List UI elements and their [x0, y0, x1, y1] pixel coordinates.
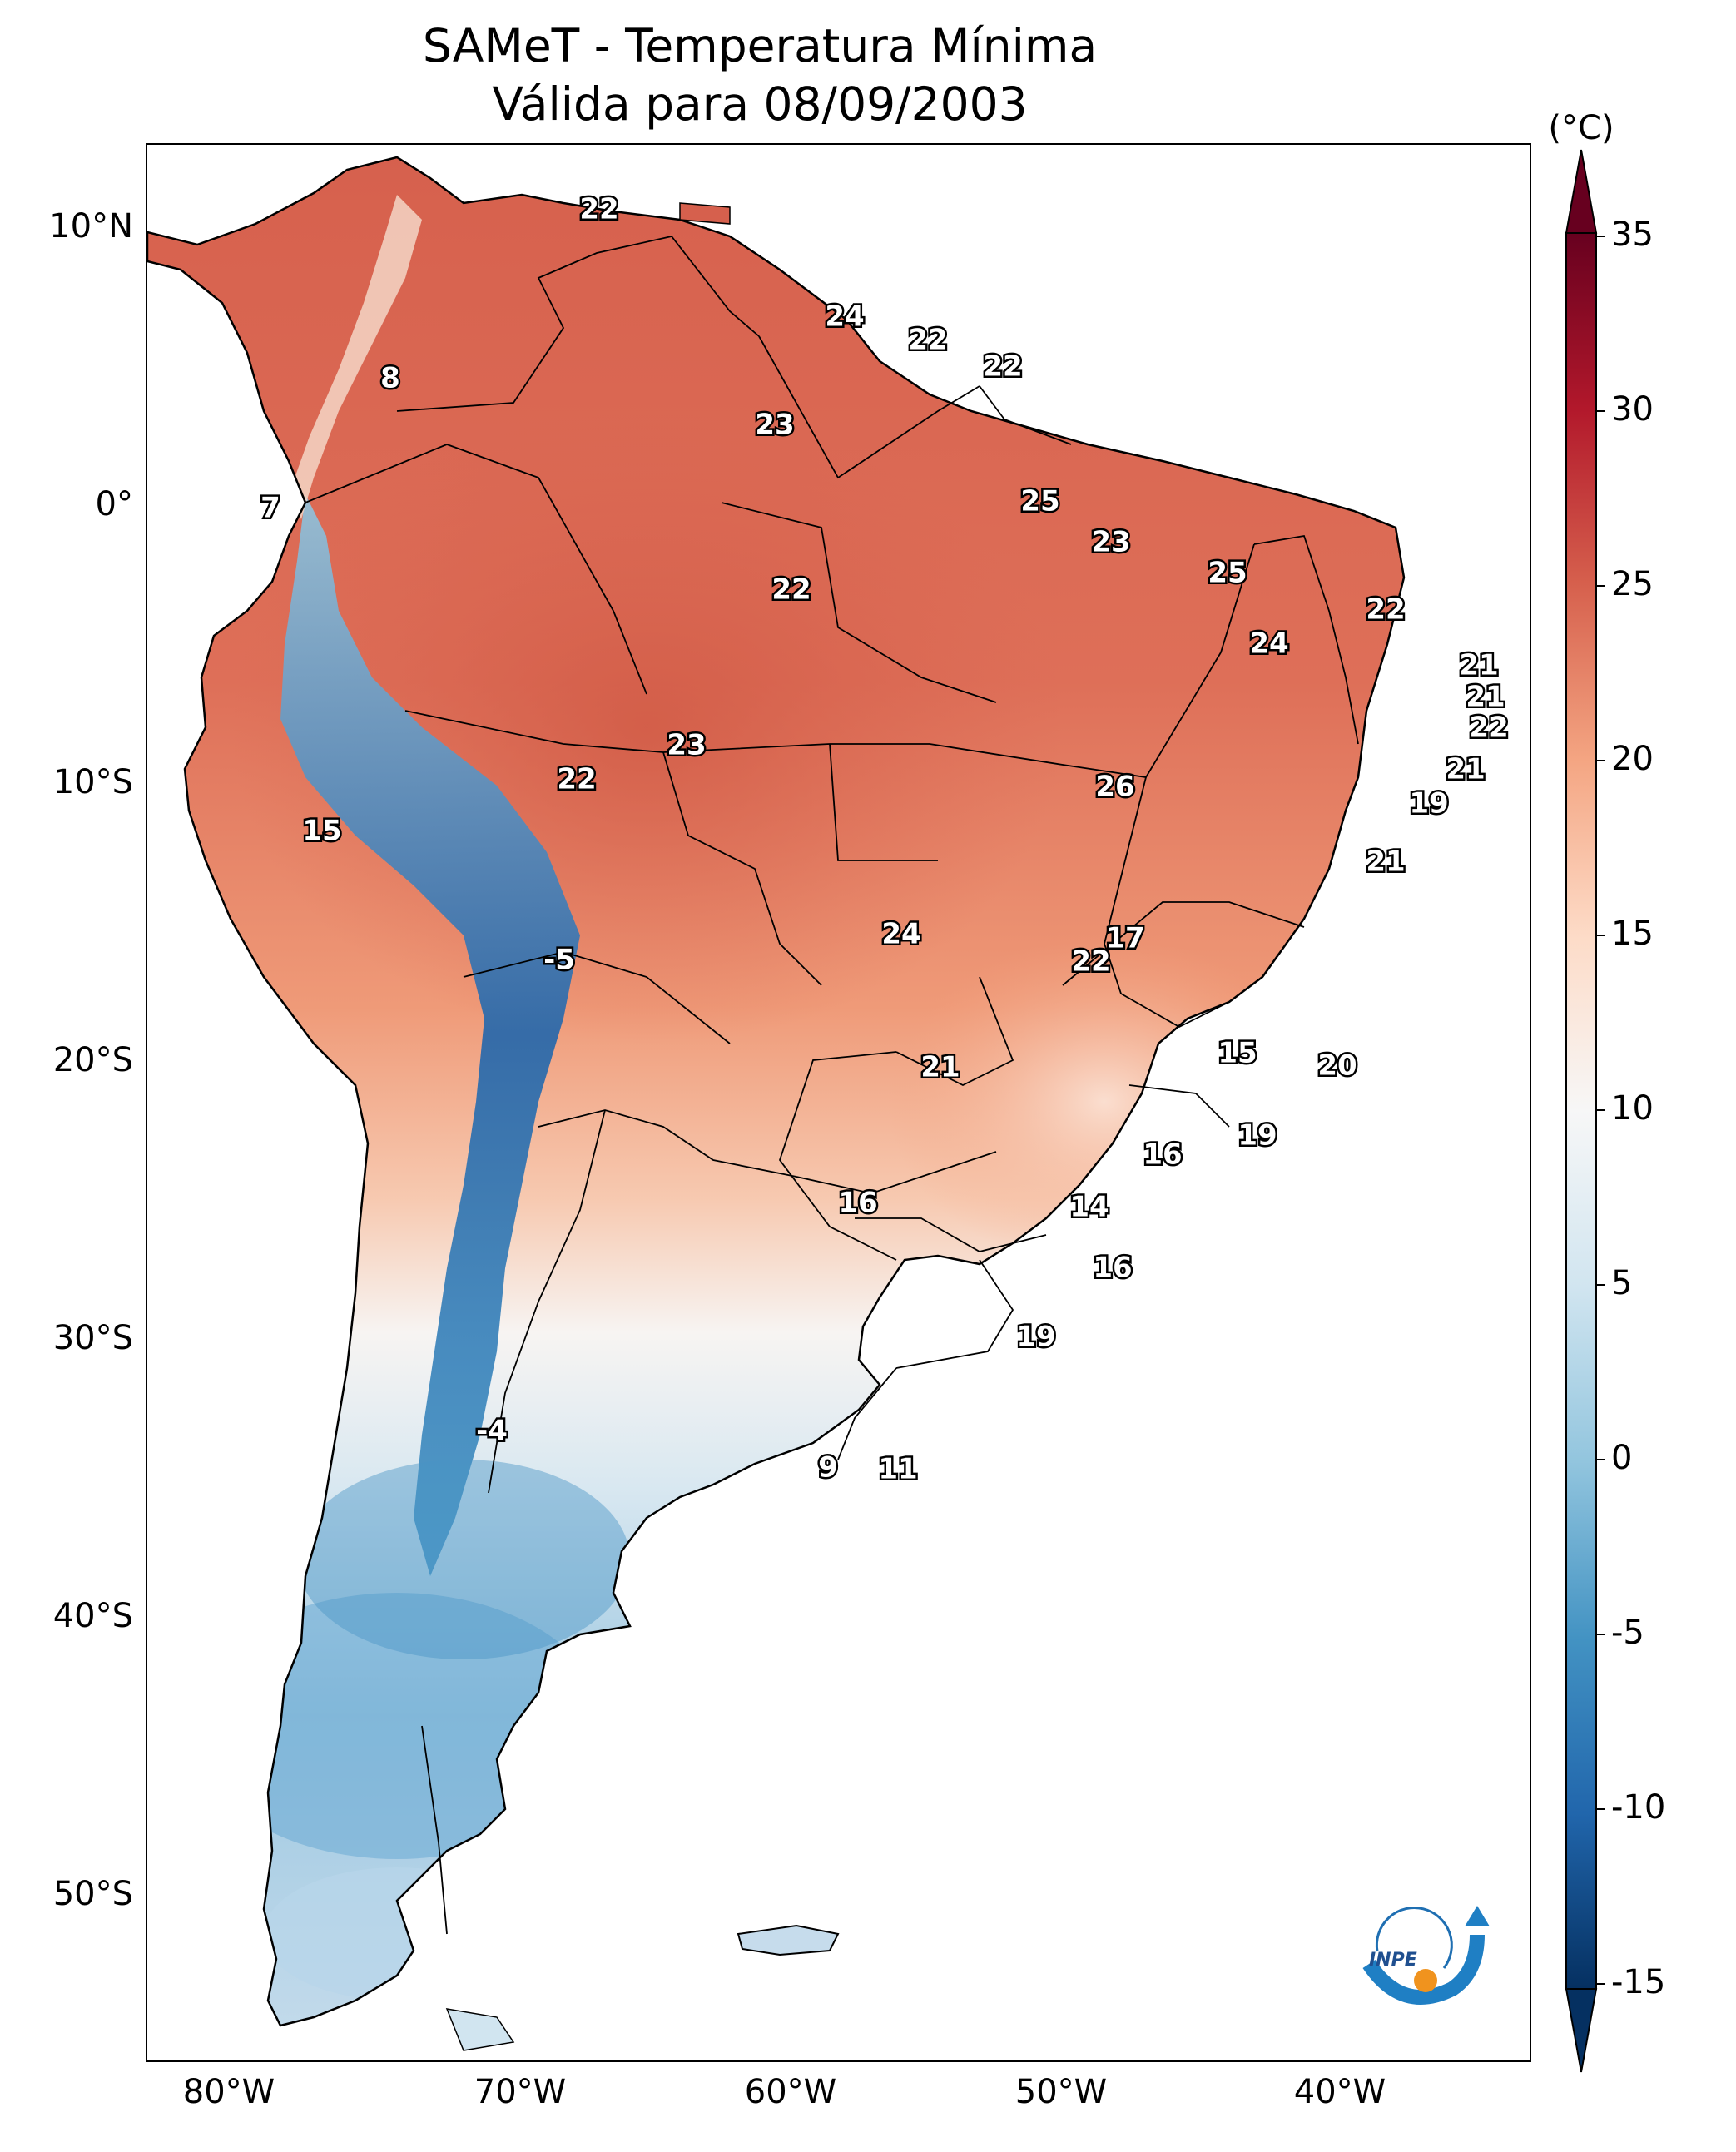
city-temperature-labels: 22 24 22 22 8 23 7 25 23 22 25 22 24 21 … — [259, 191, 1511, 1488]
city-value: 23 — [755, 409, 794, 442]
city-value: 22 — [579, 193, 618, 226]
city-value: 9 — [818, 1451, 838, 1485]
falkland-islands — [737, 1924, 840, 1956]
lon-label-80w: 80°W — [182, 2073, 275, 2111]
city-value: -4 — [476, 1415, 508, 1448]
colorbar-tick: -10 — [1611, 1788, 1665, 1827]
city-value: 24 — [881, 918, 920, 951]
colorbar-tick: 15 — [1611, 915, 1654, 953]
city-value: 22 — [771, 573, 811, 607]
city-value: 25 — [1208, 557, 1247, 590]
city-value: 17 — [1105, 922, 1144, 955]
city-value: 19 — [1409, 787, 1448, 821]
colorbar-tick: -15 — [1611, 1963, 1665, 2001]
lat-label-20s: 20°S — [52, 1041, 133, 1079]
city-value: 24 — [825, 300, 864, 334]
city-value: 14 — [1069, 1191, 1109, 1224]
inpe-logo: INPE — [1362, 1906, 1490, 2005]
city-value: 16 — [1143, 1138, 1182, 1172]
lat-label-10s: 10°S — [52, 763, 133, 801]
colorbar: 35 30 25 20 15 10 5 0 -5 -10 -15 — [1565, 149, 1665, 2073]
map-subtitle-date: Válida para 08/09/2003 — [492, 77, 1028, 131]
city-value: 22 — [557, 763, 596, 796]
map-title: SAMeT - Temperatura Mínima — [422, 19, 1098, 72]
city-value: 22 — [1366, 593, 1405, 627]
city-value: 20 — [1317, 1049, 1357, 1083]
colorbar-extend-max — [1565, 149, 1598, 234]
colorbar-gradient — [1565, 232, 1597, 1990]
caribbean-islands — [679, 202, 731, 225]
colorbar-tick: 5 — [1611, 1264, 1632, 1302]
lat-label-10n: 10°N — [49, 207, 133, 245]
city-value: 22 — [908, 324, 947, 357]
city-value: 15 — [302, 815, 341, 848]
colorbar-unit: (°C) — [1548, 109, 1614, 147]
city-value: 16 — [838, 1187, 877, 1220]
lat-label-0: 0° — [95, 485, 133, 523]
colorbar-tick: 0 — [1611, 1439, 1632, 1477]
south-america-map: 22 24 22 22 8 23 7 25 23 22 25 22 24 21 … — [147, 145, 1530, 2060]
colorbar-tick: -5 — [1611, 1614, 1644, 1652]
city-value: 22 — [983, 350, 1022, 384]
lat-label-30s: 30°S — [52, 1319, 133, 1357]
city-value: 22 — [1071, 945, 1110, 979]
city-value: 21 — [1366, 845, 1405, 879]
city-value: 26 — [1095, 771, 1134, 804]
colorbar-tick: 10 — [1611, 1089, 1654, 1128]
city-value: 16 — [1093, 1252, 1132, 1285]
city-value: 24 — [1249, 627, 1288, 661]
lon-label-50w: 50°W — [1014, 2073, 1108, 2111]
map-frame: 22 24 22 22 8 23 7 25 23 22 25 22 24 21 … — [146, 143, 1531, 2062]
lat-label-50s: 50°S — [52, 1875, 133, 1913]
colorbar-extend-min — [1565, 1988, 1598, 2073]
colorbar-tick: 35 — [1611, 216, 1654, 254]
city-value: 19 — [1238, 1119, 1277, 1153]
state-borders — [305, 235, 1359, 1935]
city-value: 21 — [920, 1051, 960, 1084]
city-value: 25 — [1020, 485, 1059, 518]
city-value: 7 — [260, 492, 280, 525]
lon-label-60w: 60°W — [744, 2073, 837, 2111]
svg-text:INPE: INPE — [1369, 1950, 1417, 1971]
lon-label-70w: 70°W — [474, 2073, 567, 2111]
city-value: 21 — [1466, 681, 1505, 714]
city-value: 21 — [1446, 753, 1485, 786]
lat-label-40s: 40°S — [52, 1597, 133, 1635]
city-value: 8 — [380, 362, 400, 395]
colorbar-tick: 20 — [1611, 740, 1654, 778]
colorbar-tick: 30 — [1611, 390, 1654, 429]
city-value: 22 — [1469, 712, 1508, 745]
city-value: 23 — [667, 729, 706, 762]
colorbar-tick: 25 — [1611, 565, 1654, 603]
city-value: 19 — [1016, 1321, 1055, 1354]
city-value: -5 — [543, 944, 575, 977]
city-value: 15 — [1218, 1037, 1257, 1070]
lon-label-40w: 40°W — [1293, 2073, 1386, 2111]
city-value: 23 — [1091, 526, 1130, 559]
city-value: 11 — [878, 1453, 917, 1486]
city-value: 21 — [1459, 649, 1498, 682]
